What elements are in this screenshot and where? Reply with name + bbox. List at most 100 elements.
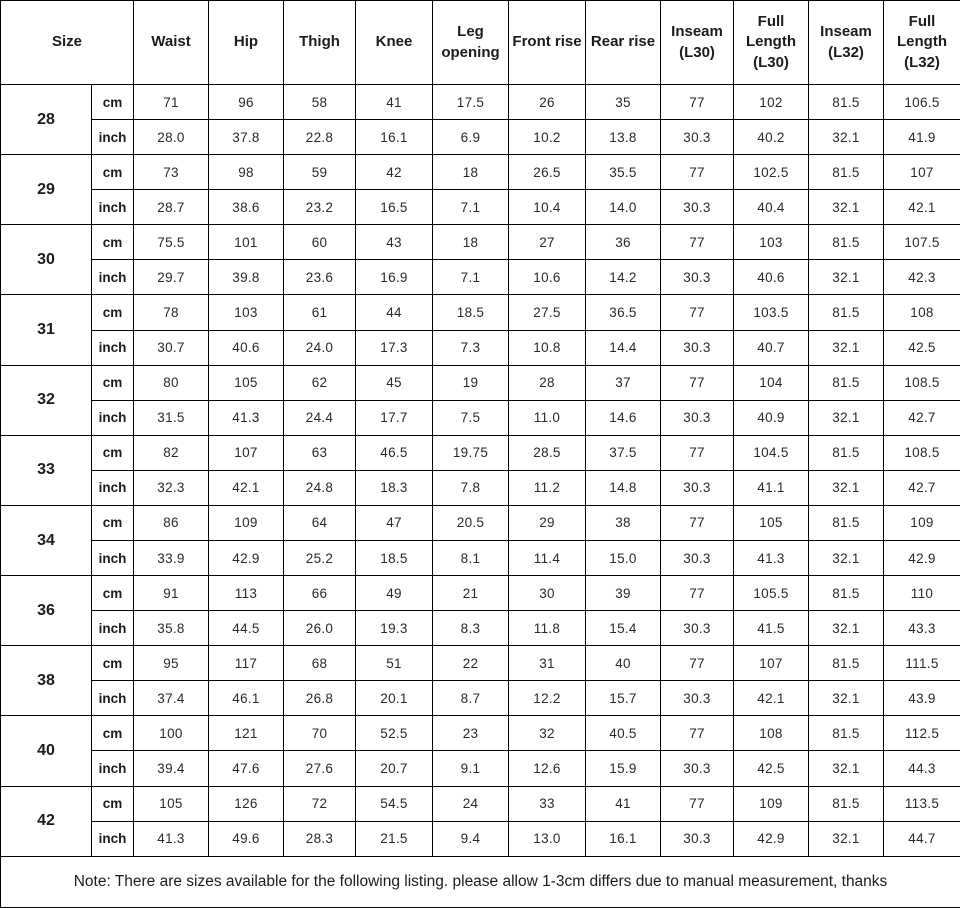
value-cell: 32.1 [808, 750, 885, 787]
value-cell: 102.5 [733, 154, 810, 191]
unit-label-cell: inch [90, 610, 135, 647]
value-cell: 42.9 [733, 820, 810, 857]
value-cell: 22.8 [283, 119, 357, 156]
table-row: inch 33.9 42.9 25.2 18.5 8.1 11.4 15.0 30.3 41.3 3… [1, 540, 960, 577]
value-cell: 42.1 [208, 469, 285, 506]
value-cell: 24.4 [283, 399, 357, 436]
value-cell: 14.8 [585, 469, 662, 506]
value-cell: 35.8 [133, 610, 210, 647]
value-cell: 82 [133, 434, 210, 471]
value-cell: 103 [208, 294, 285, 331]
value-cell: 19 [432, 364, 510, 401]
column-header: Full Length (L30) [733, 0, 810, 85]
value-cell: 43.3 [883, 610, 960, 647]
unit-label-cell: inch [90, 680, 135, 717]
table-row: inch 41.3 49.6 28.3 21.5 9.4 13.0 16.1 30.3 42.9 3… [1, 820, 960, 857]
value-cell: 105 [133, 785, 210, 822]
value-cell: 23 [432, 715, 510, 752]
table-row: 33 cm 82 107 63 46.5 19.75 28.5 37.5 77 104.5 81.5 1… [0, 434, 960, 506]
value-cell: 30.3 [660, 610, 735, 647]
value-cell: 11.8 [508, 610, 587, 647]
value-cell: 42.3 [883, 259, 960, 296]
column-header: Waist [133, 0, 210, 85]
unit-label-cell: cm [90, 364, 135, 401]
value-cell: 30.3 [660, 329, 735, 366]
value-cell: 71 [133, 83, 210, 121]
value-cell: 10.4 [508, 189, 587, 226]
value-cell: 36.5 [585, 294, 662, 331]
value-cell: 59 [283, 154, 357, 191]
value-cell: 40.9 [733, 399, 810, 436]
value-cell: 27.6 [283, 750, 357, 787]
value-cell: 15.9 [585, 750, 662, 787]
value-cell: 108.5 [883, 434, 960, 471]
unit-label-cell: inch [90, 189, 135, 226]
value-cell: 10.2 [508, 119, 587, 156]
value-cell: 108 [733, 715, 810, 752]
column-header: Thigh [283, 0, 357, 85]
unit-label-cell: cm [90, 434, 135, 471]
value-cell: 106.5 [883, 83, 960, 121]
value-cell: 42.5 [733, 750, 810, 787]
value-cell: 35.5 [585, 154, 662, 191]
value-cell: 15.0 [585, 540, 662, 577]
value-cell: 44.3 [883, 750, 960, 787]
value-cell: 39.8 [208, 259, 285, 296]
value-cell: 41.3 [133, 820, 210, 857]
value-cell: 62 [283, 364, 357, 401]
value-cell: 26.5 [508, 154, 587, 191]
unit-label-cell: inch [90, 540, 135, 577]
value-cell: 21 [432, 575, 510, 612]
value-cell: 31.5 [133, 399, 210, 436]
value-cell: 43.9 [883, 680, 960, 717]
value-cell: 75.5 [133, 224, 210, 261]
value-cell: 7.3 [432, 329, 510, 366]
value-cell: 42.1 [733, 680, 810, 717]
value-cell: 109 [208, 504, 285, 542]
value-cell: 32.1 [808, 469, 885, 506]
value-cell: 81.5 [808, 434, 885, 471]
value-cell: 30.3 [660, 469, 735, 506]
value-cell: 32.1 [808, 189, 885, 226]
value-cell: 64 [283, 504, 357, 542]
value-cell: 32.1 [808, 610, 885, 647]
value-cell: 107 [208, 434, 285, 471]
table-row: 36 cm 91 113 66 49 21 30 39 77 105.5 81.5 110 [0, 575, 960, 647]
table-row: 30 cm 75.5 101 60 43 18 27 36 77 103 81.5 107.5 [0, 224, 960, 296]
size-cell: 29 [0, 154, 92, 226]
value-cell: 44.5 [208, 610, 285, 647]
value-cell: 17.5 [432, 83, 510, 121]
value-cell: 17.3 [355, 329, 434, 366]
value-cell: 40.5 [585, 715, 662, 752]
size-cell: 31 [0, 294, 92, 366]
value-cell: 61 [283, 294, 357, 331]
value-cell: 96 [208, 83, 285, 121]
value-cell: 77 [660, 224, 735, 261]
value-cell: 32.1 [808, 259, 885, 296]
value-cell: 42 [355, 154, 434, 191]
value-cell: 20.7 [355, 750, 434, 787]
table-row: inch 35.8 44.5 26.0 19.3 8.3 11.8 15.4 30.3 41.5 3… [1, 610, 960, 647]
value-cell: 14.0 [585, 189, 662, 226]
value-cell: 47 [355, 504, 434, 542]
value-cell: 81.5 [808, 715, 885, 752]
value-cell: 30.3 [660, 820, 735, 857]
value-cell: 19.3 [355, 610, 434, 647]
value-cell: 51 [355, 645, 434, 682]
value-cell: 30.7 [133, 329, 210, 366]
value-cell: 42.9 [208, 540, 285, 577]
table-row: 38 cm 95 117 68 51 22 31 40 77 107 81.5 111.5 [0, 645, 960, 717]
value-cell: 14.6 [585, 399, 662, 436]
value-cell: 18.5 [432, 294, 510, 331]
table-row: inch 28.0 37.8 22.8 16.1 6.9 10.2 13.8 30.3 40.2 3… [1, 119, 960, 156]
value-cell: 29 [508, 504, 587, 542]
size-cell: 38 [0, 645, 92, 717]
value-cell: 81.5 [808, 154, 885, 191]
value-cell: 117 [208, 645, 285, 682]
value-cell: 31 [508, 645, 587, 682]
unit-label-cell: cm [90, 785, 135, 822]
size-cell: 34 [0, 504, 92, 577]
value-cell: 40.4 [733, 189, 810, 226]
value-cell: 30.3 [660, 540, 735, 577]
